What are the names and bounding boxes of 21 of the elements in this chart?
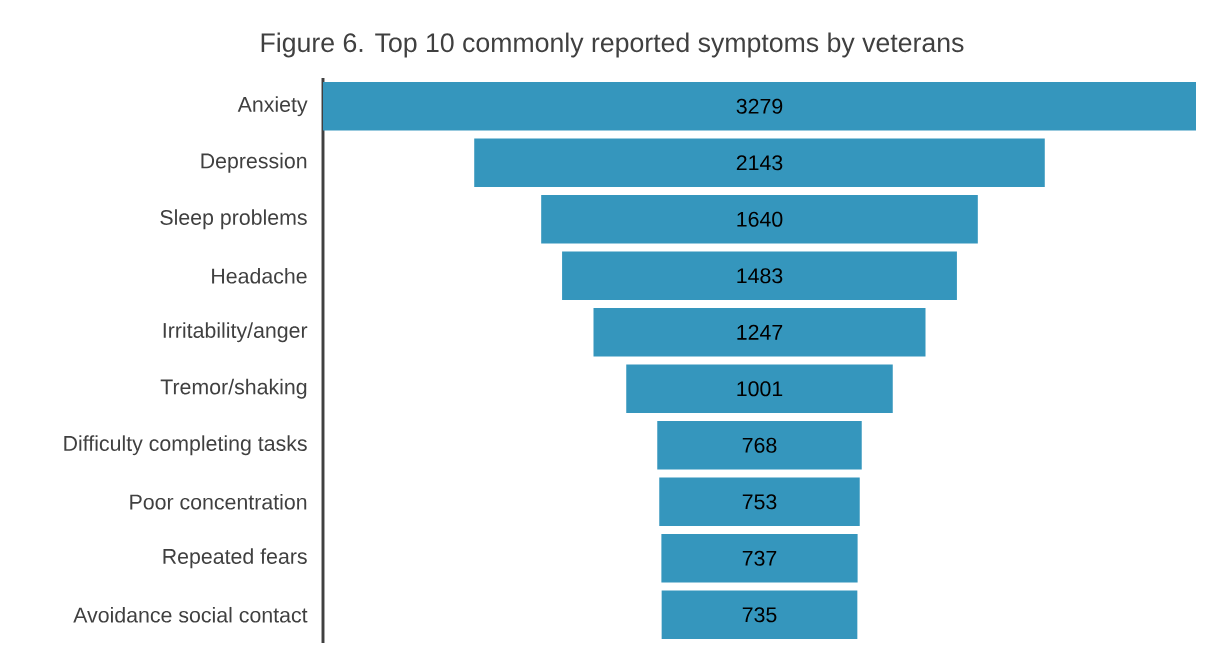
category-label: Depression xyxy=(201,152,307,173)
data-label: 737 xyxy=(742,550,777,566)
data-label: 2143 xyxy=(736,155,783,171)
category-label: Difficulty completing tasks xyxy=(64,435,307,456)
data-label: 1483 xyxy=(737,268,783,284)
category-label: Irritability/anger xyxy=(163,322,308,343)
data-label: 1001 xyxy=(737,381,783,397)
data-label: 753 xyxy=(742,494,777,510)
text: Figure 6. Top 10 commonly reported symptoms by veterans xyxy=(261,32,964,58)
category-label: Poor concentration xyxy=(130,493,307,510)
category-label: Anxiety xyxy=(237,96,308,117)
category-label: Tremor/shaking xyxy=(160,378,307,399)
category-label: Headache xyxy=(212,267,307,284)
category-label: Repeated fears xyxy=(163,548,307,569)
data-label: 1247 xyxy=(737,324,783,340)
data-label: 735 xyxy=(742,607,777,623)
data-label: 3279 xyxy=(736,98,783,114)
data-label: 1640 xyxy=(737,211,783,227)
category-label: Sleep problems xyxy=(160,209,307,230)
category-label: Avoidance social contact xyxy=(73,606,308,623)
data-label: 768 xyxy=(742,437,777,453)
